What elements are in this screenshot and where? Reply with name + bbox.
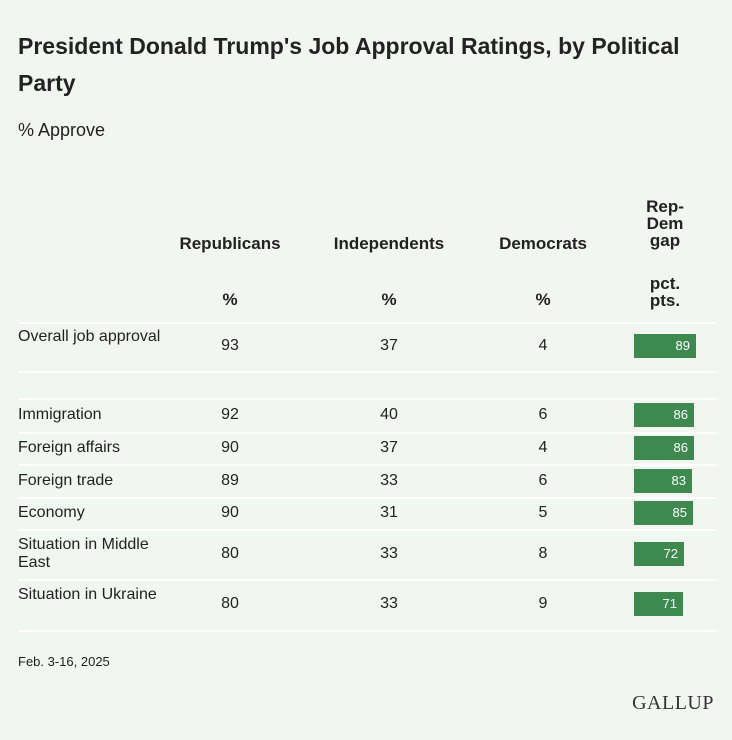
gap-value-label: 89 — [675, 338, 690, 353]
col-header-independents: Independents — [333, 234, 445, 253]
row-label: Overall job approval — [18, 328, 161, 345]
cell-democrats: 6 — [538, 406, 548, 423]
gallup-logo: GALLUP — [632, 692, 714, 714]
row-divider — [18, 529, 716, 531]
cell-democrats: 4 — [538, 439, 548, 456]
gap-value-label: 72 — [663, 546, 678, 561]
row-divider — [18, 579, 716, 581]
row-divider — [18, 398, 716, 400]
gap-value-label: 83 — [671, 473, 686, 488]
cell-republicans: 90 — [221, 439, 239, 456]
gap-header-line3: gap — [649, 231, 681, 250]
cell-democrats: 5 — [538, 504, 548, 521]
cell-independents: 33 — [380, 472, 398, 489]
cell-republicans: 93 — [221, 337, 239, 354]
gap-bar — [634, 592, 683, 616]
row-label: Immigration — [18, 406, 102, 423]
row-label: Situation in Ukraine — [18, 586, 157, 603]
date-footnote: Feb. 3-16, 2025 — [18, 654, 110, 669]
row-divider — [18, 371, 716, 373]
gap-unit-line2: pts. — [649, 291, 681, 310]
cell-democrats: 6 — [538, 472, 548, 489]
row-label: Foreign affairs — [18, 439, 120, 456]
gap-bar — [634, 436, 694, 460]
unit-republicans: % — [222, 290, 238, 309]
cell-republicans: 89 — [221, 472, 239, 489]
cell-independents: 31 — [380, 504, 398, 521]
gap-value-label: 71 — [662, 596, 677, 611]
cell-republicans: 90 — [221, 504, 239, 521]
gap-bar — [634, 469, 692, 493]
cell-republicans: 80 — [221, 595, 239, 612]
cell-independents: 37 — [380, 439, 398, 456]
cell-republicans: 80 — [221, 545, 239, 562]
col-header-gap: Rep- Dem gap — [630, 198, 700, 249]
unit-independents: % — [381, 290, 397, 309]
row-label: Economy — [18, 504, 85, 521]
cell-democrats: 4 — [538, 337, 548, 354]
row-divider — [18, 432, 716, 434]
col-header-democrats: Democrats — [499, 234, 587, 253]
gap-value-label: 86 — [673, 407, 688, 422]
row-divider — [18, 497, 716, 499]
row-label: Situation in Middle East — [18, 536, 149, 571]
unit-democrats: % — [535, 290, 551, 309]
cell-independents: 33 — [380, 545, 398, 562]
cell-democrats: 9 — [538, 595, 548, 612]
gap-header-line1: Rep- — [646, 197, 684, 216]
gap-unit: pct. pts. — [630, 275, 700, 309]
col-header-republicans: Republicans — [179, 234, 281, 253]
row-divider — [18, 464, 716, 466]
gap-bar — [634, 542, 684, 566]
gap-bar — [634, 334, 696, 358]
cell-independents: 33 — [380, 595, 398, 612]
row-divider — [18, 322, 716, 324]
chart-subtitle: % Approve — [18, 120, 106, 140]
chart-title: President Donald Trump's Job Approval Ra… — [18, 33, 680, 96]
gap-bar — [634, 501, 693, 525]
cell-independents: 37 — [380, 337, 398, 354]
cell-independents: 40 — [380, 406, 398, 423]
gap-value-label: 85 — [672, 505, 687, 520]
gap-unit-line1: pct. — [649, 274, 681, 293]
gap-value-label: 86 — [673, 440, 688, 455]
gap-header-line2: Dem — [646, 214, 684, 233]
gap-bar — [634, 403, 694, 427]
cell-republicans: 92 — [221, 406, 239, 423]
row-label: Foreign trade — [18, 472, 114, 489]
cell-democrats: 8 — [538, 545, 548, 562]
row-divider — [18, 630, 716, 632]
